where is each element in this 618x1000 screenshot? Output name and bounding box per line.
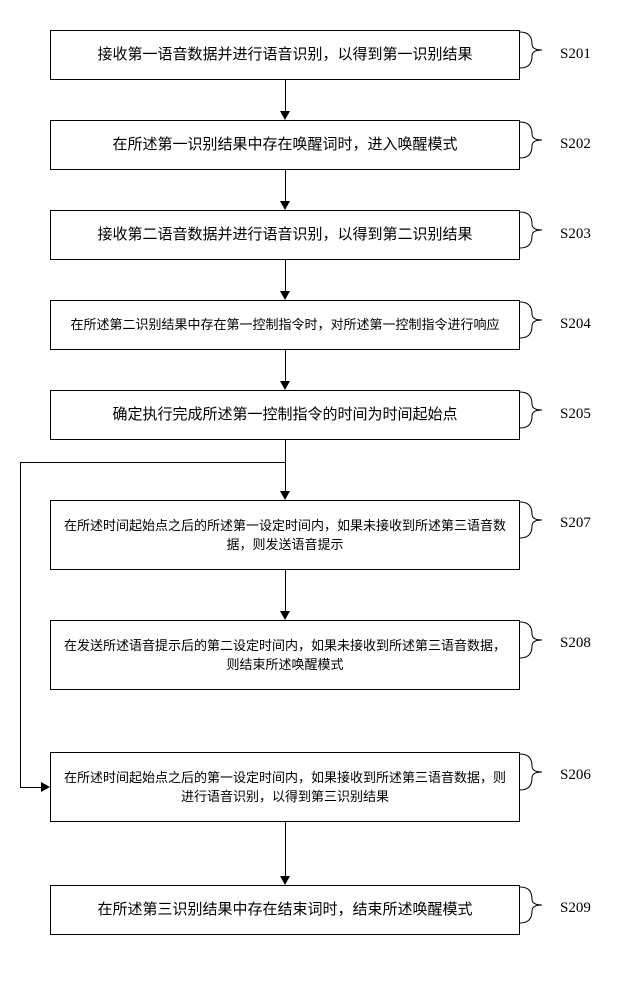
arrow-head-icon: [280, 381, 290, 390]
step-s203: 接收第二语音数据并进行语音识别，以得到第二识别结果: [50, 210, 520, 260]
arrow-line: [285, 260, 286, 292]
arrow-head-icon: [280, 111, 290, 120]
step-label-s205: S205: [560, 406, 591, 423]
step-s201: 接收第一语音数据并进行语音识别，以得到第一识别结果: [50, 30, 520, 80]
step-text: 接收第一语音数据并进行语音识别，以得到第一识别结果: [97, 44, 472, 67]
step-s206: 在所述时间起始点之后的第一设定时间内，如果接收到所述第三语音数据，则进行语音识别…: [50, 752, 520, 822]
connector-line: [20, 462, 21, 787]
connector-line: [20, 787, 42, 788]
step-text: 在所述时间起始点之后的所述第一设定时间内，如果未接收到所述第三语音数据，则发送语…: [63, 516, 507, 555]
arrow-head-icon: [280, 291, 290, 300]
step-s209: 在所述第三识别结果中存在结束词时，结束所述唤醒模式: [50, 885, 520, 935]
step-text: 确定执行完成所述第一控制指令的时间为时间起始点: [112, 404, 457, 427]
arrow-head-icon: [41, 782, 50, 792]
bracket-icon: [520, 210, 555, 250]
step-label-s206: S206: [560, 767, 591, 784]
step-label-s208: S208: [560, 635, 591, 652]
bracket-icon: [520, 30, 555, 70]
step-label-s203: S203: [560, 226, 591, 243]
step-text: 接收第二语音数据并进行语音识别，以得到第二识别结果: [97, 224, 472, 247]
step-text: 在所述第二识别结果中存在第一控制指令时，对所述第一控制指令进行响应: [70, 315, 499, 335]
step-s208: 在发送所述语音提示后的第二设定时间内，如果未接收到所述第三语音数据，则结束所述唤…: [50, 620, 520, 690]
step-s204: 在所述第二识别结果中存在第一控制指令时，对所述第一控制指令进行响应: [50, 300, 520, 350]
arrow-head-icon: [280, 611, 290, 620]
step-label-s209: S209: [560, 900, 591, 917]
step-text: 在所述第一识别结果中存在唤醒词时，进入唤醒模式: [112, 134, 457, 157]
step-text: 在发送所述语音提示后的第二设定时间内，如果未接收到所述第三语音数据，则结束所述唤…: [63, 636, 507, 675]
step-text: 在所述第三识别结果中存在结束词时，结束所述唤醒模式: [97, 899, 472, 922]
step-label-s207: S207: [560, 515, 591, 532]
arrow-head-icon: [280, 876, 290, 885]
step-s202: 在所述第一识别结果中存在唤醒词时，进入唤醒模式: [50, 120, 520, 170]
bracket-icon: [520, 885, 555, 925]
step-label-s201: S201: [560, 46, 591, 63]
bracket-icon: [520, 500, 555, 540]
step-label-s202: S202: [560, 136, 591, 153]
step-s207: 在所述时间起始点之后的所述第一设定时间内，如果未接收到所述第三语音数据，则发送语…: [50, 500, 520, 570]
arrow-line: [285, 80, 286, 112]
step-label-s204: S204: [560, 316, 591, 333]
bracket-icon: [520, 390, 555, 430]
arrow-head-icon: [280, 201, 290, 210]
step-text: 在所述时间起始点之后的第一设定时间内，如果接收到所述第三语音数据，则进行语音识别…: [63, 768, 507, 807]
bracket-icon: [520, 752, 555, 792]
bracket-icon: [520, 120, 555, 160]
arrow-line: [285, 170, 286, 202]
bracket-icon: [520, 300, 555, 340]
connector-line: [20, 462, 285, 463]
flowchart-canvas: 接收第一语音数据并进行语音识别，以得到第一识别结果 S201 在所述第一识别结果中存…: [0, 0, 618, 1000]
arrow-head-icon: [280, 491, 290, 500]
step-s205: 确定执行完成所述第一控制指令的时间为时间起始点: [50, 390, 520, 440]
arrow-line: [285, 440, 286, 492]
arrow-line: [285, 350, 286, 382]
arrow-line: [285, 822, 286, 877]
bracket-icon: [520, 620, 555, 660]
arrow-line: [285, 570, 286, 612]
